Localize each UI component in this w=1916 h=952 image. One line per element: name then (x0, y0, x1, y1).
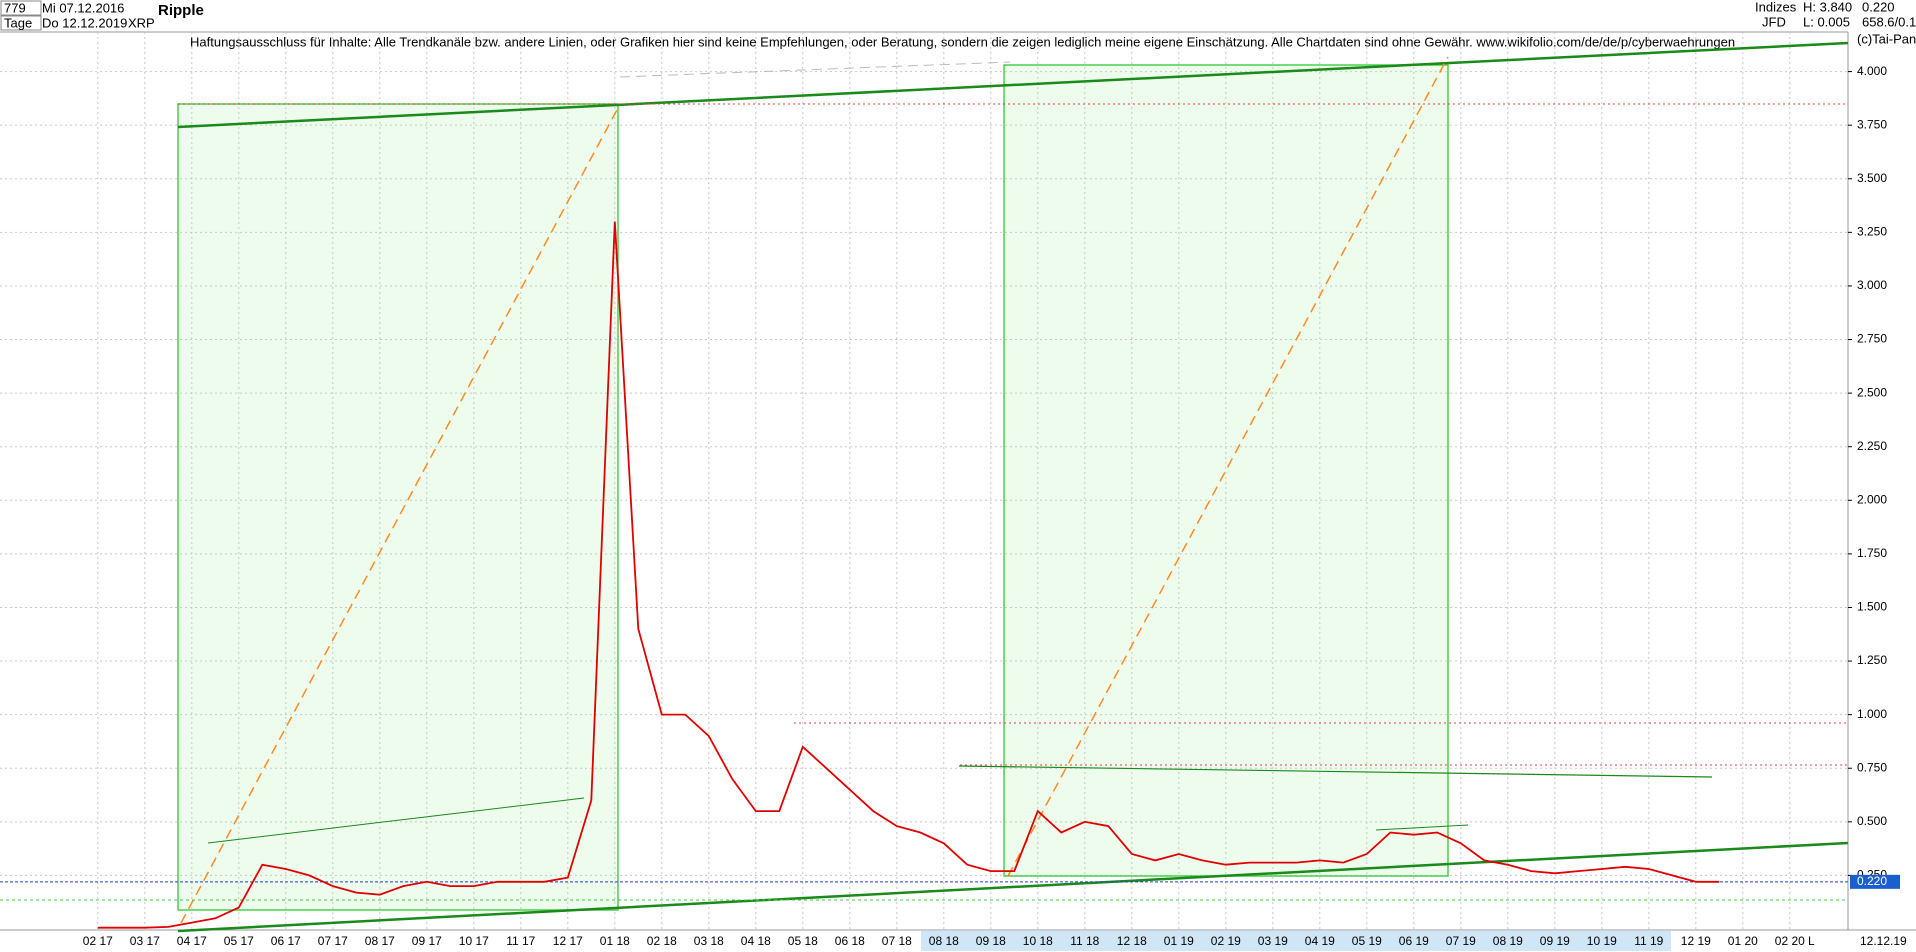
index-label: Indizes (1755, 0, 1797, 14)
x-tick-label: 03 19 (1258, 934, 1288, 948)
trend-line (1375, 824, 1469, 831)
x-tick-label: 12 17 (553, 934, 583, 948)
y-tick-label: 2.500 (1857, 385, 1887, 399)
last-extra: 658.6/0.19 (1862, 14, 1916, 29)
y-tick-label: 0.500 (1857, 814, 1887, 828)
dashed-line (180, 107, 619, 924)
start-date: Mi 07.12.2016 (42, 0, 124, 15)
low-label: L: 0.005 (1803, 14, 1850, 29)
x-tick-label: 05 17 (224, 934, 254, 948)
broker: JFD (1762, 14, 1786, 29)
price-line (97, 221, 1720, 929)
y-tick-label: 1.000 (1857, 707, 1887, 721)
x-tick-label: 05 19 (1352, 934, 1382, 948)
y-tick-label: 0.750 (1857, 760, 1887, 774)
y-tick-label: 4.000 (1857, 64, 1887, 78)
grid-layer: 0.2500.5000.7501.0001.2501.5001.7502.000… (0, 32, 1887, 948)
x-tick-label: 07 17 (318, 934, 348, 948)
y-tick-label: 1.250 (1857, 653, 1887, 667)
trend-line (177, 41, 1849, 129)
x-tick-label: 10 18 (1023, 934, 1053, 948)
x-tick-label: 11 19 (1634, 934, 1663, 948)
scale-mode: L (1808, 934, 1815, 948)
x-tick-label: 06 18 (835, 934, 865, 948)
x-tick-label: 02 19 (1211, 934, 1241, 948)
x-tick-label: 08 19 (1493, 934, 1523, 948)
footer-date: 12.12.19 (1860, 934, 1907, 948)
x-tick-label: 07 18 (882, 934, 912, 948)
dashed-line (1007, 56, 1449, 877)
x-tick-label: 11 18 (1070, 934, 1099, 948)
high-label: H: 3.840 (1803, 0, 1852, 14)
x-tick-label: 03 17 (130, 934, 160, 948)
box (177, 103, 619, 911)
x-tick-label: 01 18 (600, 934, 630, 948)
x-tick-label: 04 17 (177, 934, 207, 948)
trend-line (958, 765, 1713, 778)
current-price-label: 0.220 (1857, 874, 1887, 888)
x-tick-label: 08 17 (365, 934, 395, 948)
x-tick-label: 09 19 (1540, 934, 1570, 948)
x-tick-label: 04 18 (741, 934, 771, 948)
symbol: XRP (128, 15, 155, 30)
chart-title: Ripple (158, 2, 204, 19)
x-tick-label: 10 17 (459, 934, 489, 948)
x-tick-label: 07 19 (1446, 934, 1476, 948)
y-tick-label: 1.500 (1857, 600, 1887, 614)
y-tick-label: 3.250 (1857, 225, 1887, 239)
x-tick-label: 12 19 (1681, 934, 1711, 948)
trend-line (177, 841, 1849, 933)
x-tick-label: 10 19 (1587, 934, 1617, 948)
trend-line (207, 797, 585, 844)
x-tick-label: 11 17 (506, 934, 535, 948)
dashed-line (619, 61, 1011, 78)
x-tick-label: 06 17 (271, 934, 301, 948)
end-date: Do 12.12.2019 (42, 15, 127, 30)
plot-layer: 0.220 (0, 221, 1900, 929)
y-tick-label: 3.750 (1857, 117, 1887, 131)
y-tick-label: 2.000 (1857, 492, 1887, 506)
x-tick-label: 01 19 (1164, 934, 1194, 948)
x-tick-label: 03 18 (694, 934, 724, 948)
symbol-id: 779 (4, 0, 26, 15)
x-tick-label: 02 17 (83, 934, 113, 948)
y-tick-label: 3.000 (1857, 278, 1887, 292)
symbol-box[interactable] (0, 0, 42, 16)
x-tick-label: 04 19 (1305, 934, 1335, 948)
x-tick-label: 08 18 (929, 934, 959, 948)
y-tick-label: 3.500 (1857, 171, 1887, 185)
annotations (0, 41, 1849, 933)
x-tick-label: 02 20 (1775, 934, 1805, 948)
x-tick-label: 02 18 (647, 934, 677, 948)
disclaimer: Haftungsausschluss für Inhalte: Alle Tre… (190, 34, 1735, 49)
current-price-box (1850, 874, 1900, 889)
y-tick-label: 2.250 (1857, 439, 1887, 453)
y-tick-label: 2.750 (1857, 332, 1887, 346)
last-value: 0.220 (1862, 0, 1895, 14)
x-tick-label: 09 18 (976, 934, 1006, 948)
range-highlight (921, 931, 1671, 951)
period: Tage (4, 15, 32, 30)
period-box[interactable] (0, 15, 42, 31)
box (1003, 64, 1449, 877)
x-tick-label: 01 20 (1728, 934, 1758, 948)
x-tick-label: 12 18 (1117, 934, 1147, 948)
x-tick-label: 05 18 (788, 934, 818, 948)
x-tick-label: 09 17 (412, 934, 442, 948)
y-tick-label: 1.750 (1857, 546, 1887, 560)
copyright: (c)Tai-Pan (1857, 31, 1916, 46)
x-tick-label: 06 19 (1399, 934, 1429, 948)
